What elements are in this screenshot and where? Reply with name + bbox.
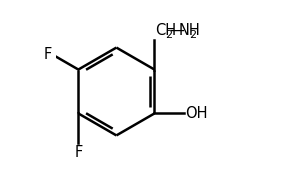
Text: —: — [169, 23, 184, 38]
Text: CH: CH [155, 23, 176, 38]
Text: F: F [43, 47, 52, 62]
Text: NH: NH [178, 23, 200, 38]
Text: 2: 2 [165, 30, 173, 40]
Text: F: F [74, 145, 83, 160]
Text: OH: OH [185, 106, 208, 121]
Text: 2: 2 [189, 30, 196, 40]
